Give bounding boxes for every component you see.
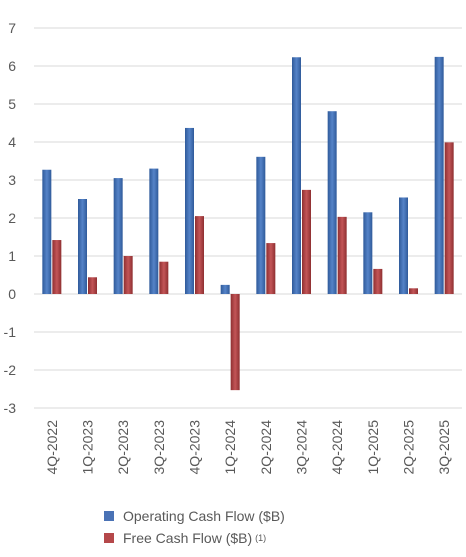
legend-item-free-cash-flow[interactable]: Free Cash Flow ($B) (1) [104,527,285,549]
bar-free-cash-flow [444,142,454,294]
bar-operating-cash-flow [434,56,444,294]
x-tick-label: 4Q-2022 [44,420,60,475]
bar-free-cash-flow [88,277,97,294]
bar-operating-cash-flow [78,199,87,294]
bar-operating-cash-flow [256,156,266,294]
bar-operating-cash-flow [363,212,373,294]
legend-label-operating: Operating Cash Flow ($B) [123,508,285,524]
bar-free-cash-flow [373,268,383,294]
bar-operating-cash-flow [113,178,123,294]
cash-flow-chart: -3 -2 -1 0 1 2 3 4 5 6 7 4Q-2022 1Q-2023 2Q-2023 3Q-2… [4,20,462,475]
y-tick-label: 3 [8,172,16,188]
bar-operating-cash-flow [292,57,301,295]
x-tick-label: 2Q-2025 [401,420,417,475]
bar-free-cash-flow [52,240,62,294]
x-tick-label: 3Q-2025 [436,420,452,475]
x-tick-label: 4Q-2023 [187,420,203,475]
legend-label-free: Free Cash Flow ($B) [123,530,253,546]
x-tick-label: 3Q-2024 [294,420,310,475]
bar-free-cash-flow [230,294,240,391]
bar-free-cash-flow [409,288,418,294]
bar-operating-cash-flow [399,197,408,294]
y-axis-ticks: -3 -2 -1 0 1 2 3 4 5 6 7 [4,20,17,416]
bar-operating-cash-flow [42,169,52,294]
bar-operating-cash-flow [327,111,337,294]
y-tick-label: 7 [8,20,16,36]
y-tick-label: 0 [8,286,16,302]
x-tick-label: 1Q-2025 [365,420,381,475]
x-tick-label: 2Q-2024 [258,420,274,475]
bar-operating-cash-flow [220,284,230,294]
bars [42,56,454,391]
bar-operating-cash-flow [185,127,194,294]
bar-free-cash-flow [195,216,204,294]
bar-free-cash-flow [123,256,133,294]
y-tick-label: 4 [8,134,16,150]
bar-operating-cash-flow [149,168,159,294]
y-tick-label: 6 [8,58,16,74]
gridlines [34,27,462,409]
x-tick-label: 3Q-2023 [151,420,167,475]
legend-swatch-free [104,533,114,543]
x-tick-label: 2Q-2023 [115,420,131,475]
y-tick-label: 5 [8,96,16,112]
bar-free-cash-flow [159,261,169,294]
legend: Operating Cash Flow ($B) Free Cash Flow … [104,505,285,549]
x-tick-label: 1Q-2023 [80,420,96,475]
y-tick-label: 2 [8,210,16,226]
legend-swatch-operating [104,511,114,521]
x-tick-label: 4Q-2024 [329,420,345,475]
x-axis-ticks: 4Q-2022 1Q-2023 2Q-2023 3Q-2023 4Q-2023 1Q-20… [44,420,452,475]
legend-footnote-marker: (1) [255,533,267,543]
y-tick-label: -2 [4,362,17,378]
x-tick-label: 1Q-2024 [222,420,238,475]
bar-free-cash-flow [302,189,311,294]
y-tick-label: -3 [4,400,17,416]
y-tick-label: 1 [8,248,16,264]
bar-free-cash-flow [337,216,347,294]
y-tick-label: -1 [4,324,17,340]
bar-free-cash-flow [266,243,276,294]
legend-item-operating-cash-flow[interactable]: Operating Cash Flow ($B) [104,505,285,527]
